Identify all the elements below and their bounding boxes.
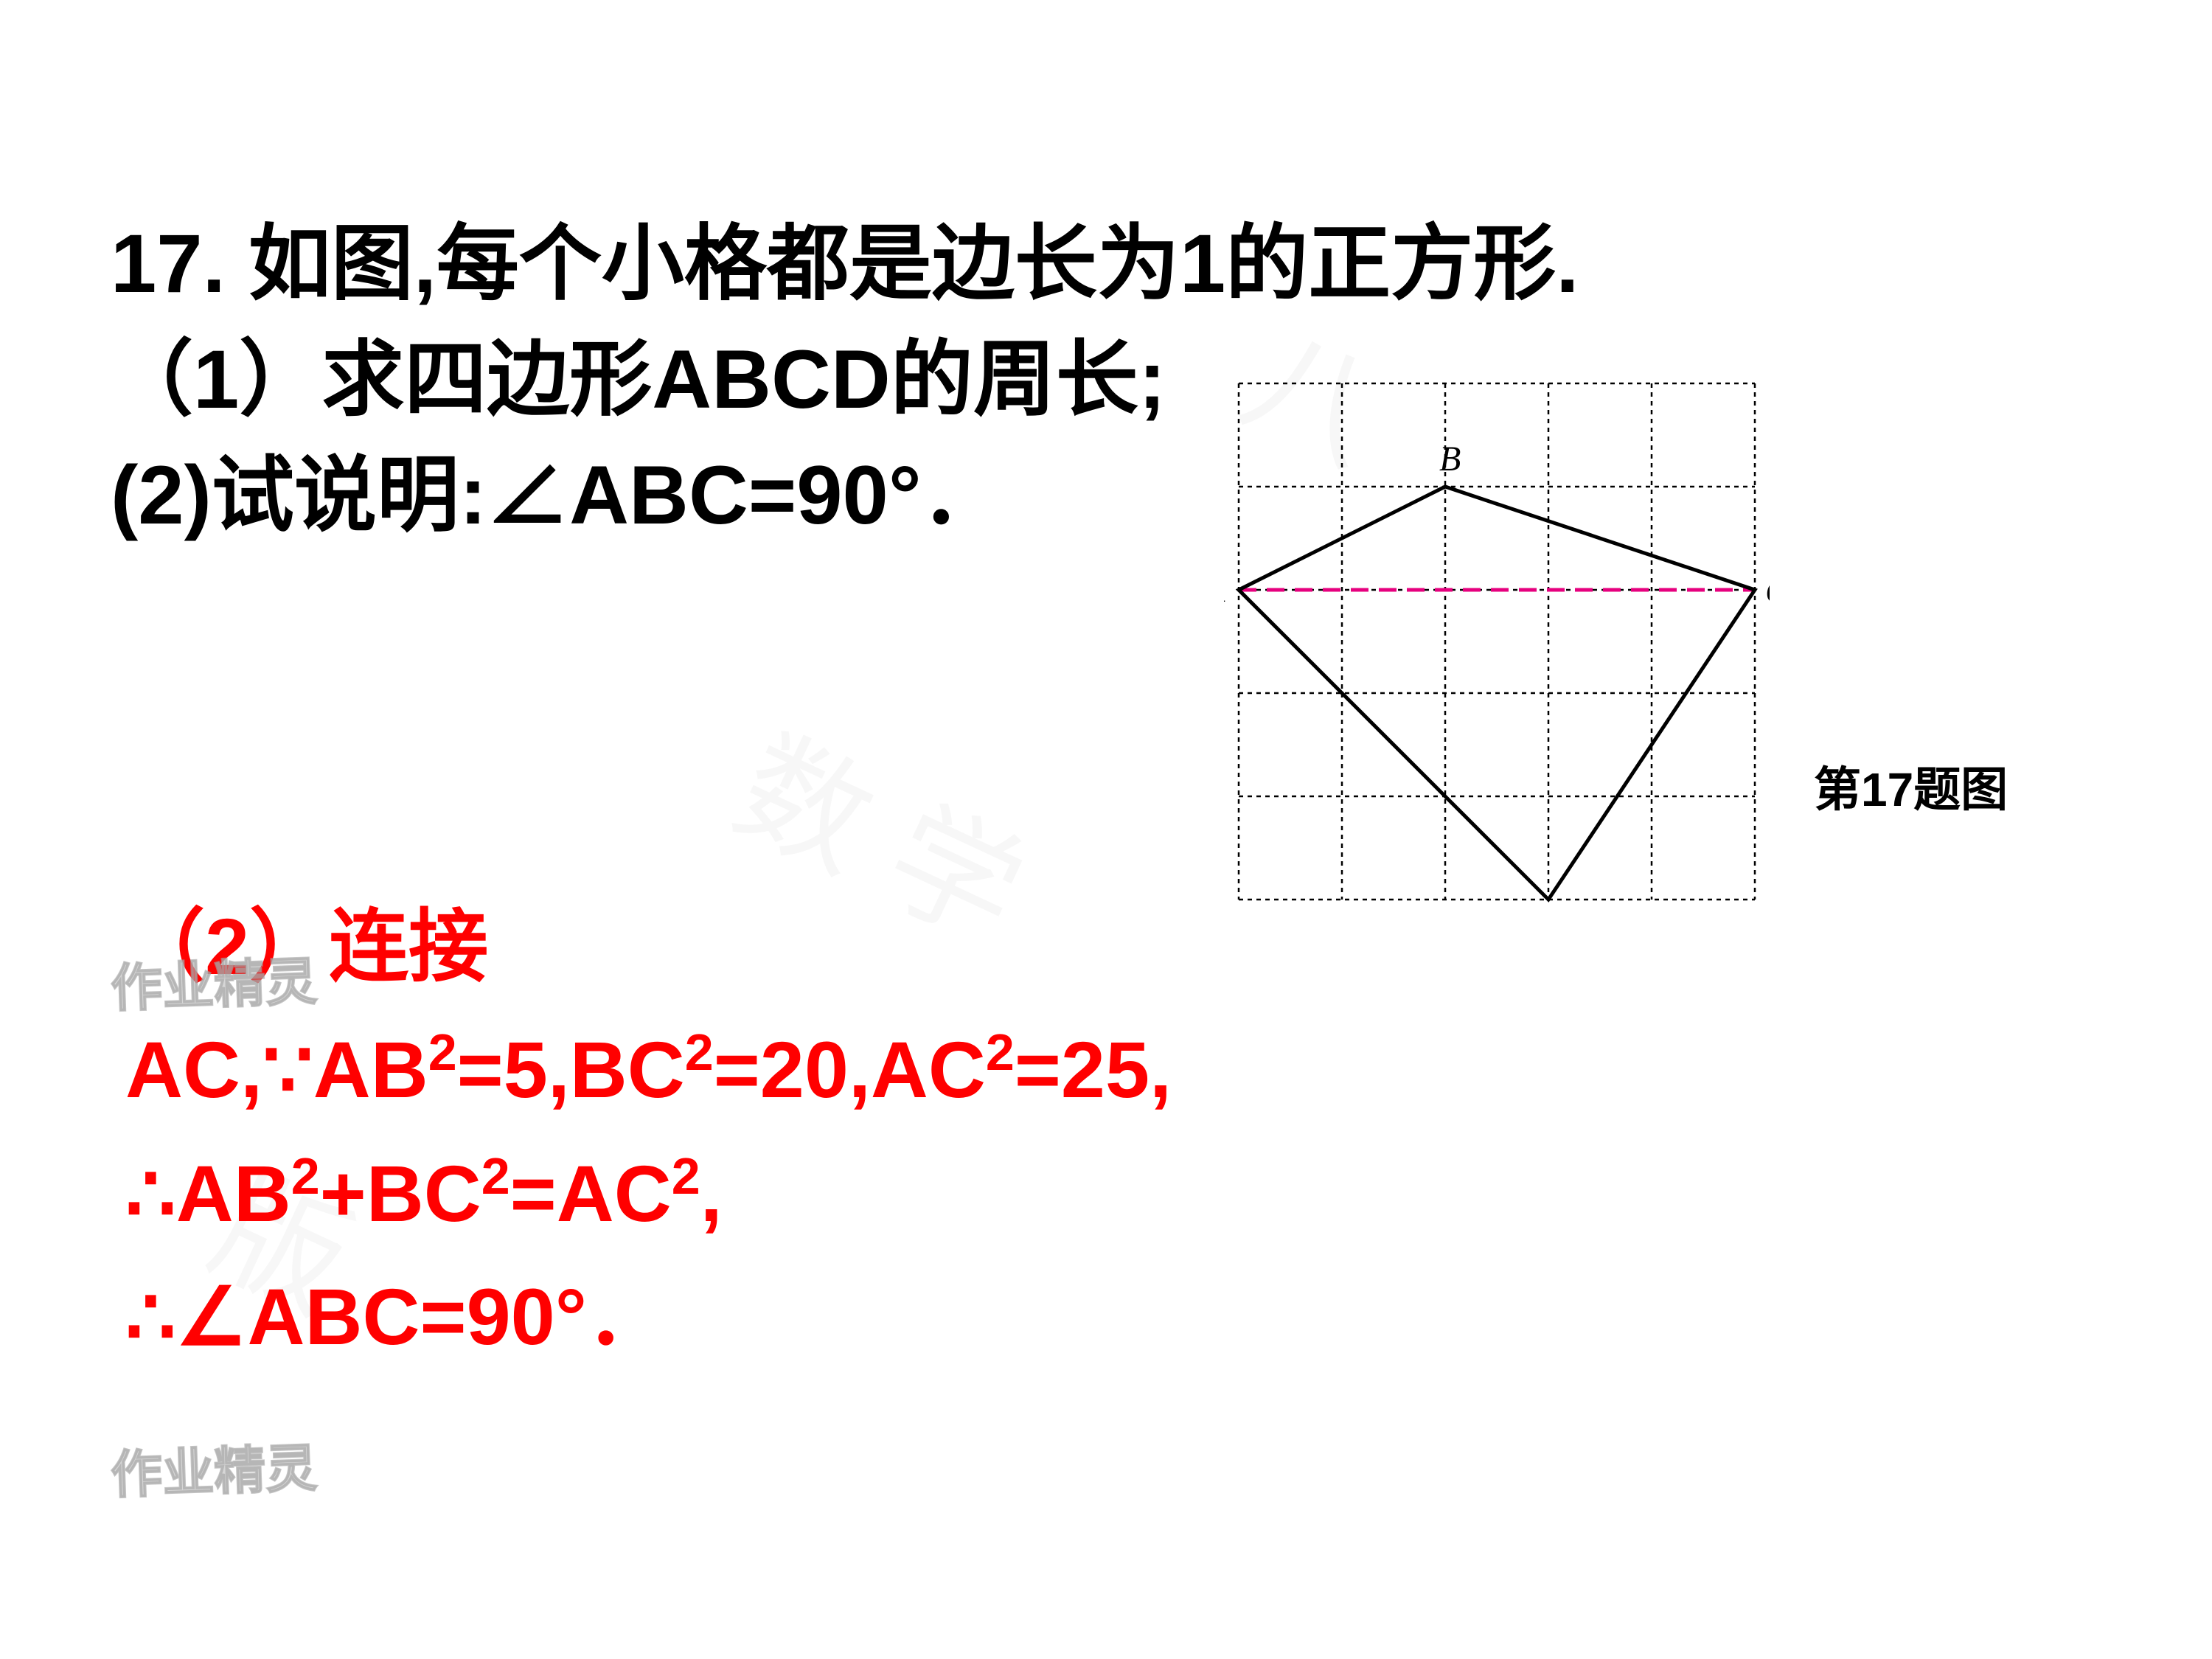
svg-text:B: B	[1439, 439, 1461, 479]
geometry-diagram: A B C D	[1224, 369, 1770, 918]
diagram-svg: A B C D	[1224, 369, 1770, 914]
svg-text:D: D	[1540, 911, 1567, 914]
solution-line-4: ∴∠ABC=90°．	[125, 1255, 1172, 1378]
svg-text:A: A	[1224, 571, 1225, 610]
problem-statement: 17. 如图,每个小格都是边长为1的正方形. （1）求四边形ABCD的周长; (…	[111, 206, 2101, 553]
svg-text:C: C	[1765, 572, 1770, 611]
watermark: 作业精灵	[109, 940, 318, 1022]
problem-part-1: （1）求四边形ABCD的周长;	[111, 322, 2101, 438]
solution-line-2: AC,∵AB2=5,BC2=20,AC2=25,	[125, 1008, 1172, 1131]
problem-line-1: 17. 如图,每个小格都是边长为1的正方形.	[111, 206, 2101, 322]
figure-caption: 第17题图	[1814, 752, 2008, 820]
solution-line-3: ∴AB2+BC2=AC2,	[125, 1132, 1172, 1255]
watermark: 作业精灵	[109, 1427, 318, 1509]
content-area: 17. 如图,每个小格都是边长为1的正方形. （1）求四边形ABCD的周长; (…	[111, 206, 2101, 553]
problem-part-2: (2)试说明:∠ABC=90°．	[111, 438, 2101, 554]
